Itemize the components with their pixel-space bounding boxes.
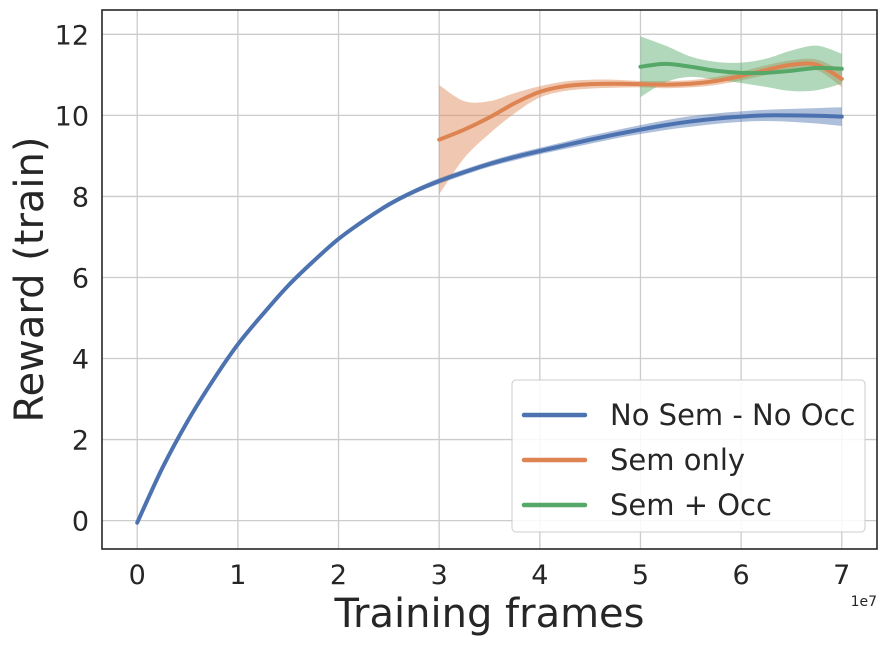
band-sem-occ: [640, 36, 842, 98]
series-lines: [135, 61, 844, 525]
plot-frame: [101, 9, 878, 550]
x-axis-label: Training frames: [334, 591, 645, 637]
legend-box: [511, 379, 866, 533]
x-tick-label: 3: [431, 560, 448, 591]
x-tick-label: 5: [632, 560, 649, 591]
line-sem-only: [437, 61, 844, 142]
line-no-sem-no-occ: [135, 113, 844, 525]
y-tick-labels: 0 2 4 6 8 10 12: [55, 20, 89, 537]
line-sem-occ: [638, 61, 844, 76]
x-tick-labels: 0 1 2 3 4 5 6 7: [129, 560, 851, 591]
x-tick-label: 7: [833, 560, 850, 591]
y-tick-label: 0: [72, 507, 89, 538]
x-tick-label: 6: [733, 560, 750, 591]
y-tick-label: 4: [72, 345, 89, 376]
x-tick-label: 2: [330, 560, 347, 591]
y-tick-label: 10: [55, 101, 89, 132]
legend-label-sem-occ: Sem + Occ: [610, 488, 772, 522]
x-offset-label: 1e7: [851, 594, 877, 610]
y-tick-label: 12: [55, 20, 89, 51]
x-tick-label: 1: [229, 560, 246, 591]
x-tick-label: 4: [531, 560, 548, 591]
y-tick-label: 8: [72, 182, 89, 213]
y-tick-label: 2: [72, 426, 89, 457]
legend-label-sem-only: Sem only: [610, 443, 745, 477]
legend-label-no-sem-no-occ: No Sem - No Occ: [610, 398, 855, 432]
y-tick-label: 6: [72, 263, 89, 294]
legend: No Sem - No Occ Sem only Sem + Occ: [511, 379, 866, 533]
y-axis-label: Reward (train): [7, 137, 53, 423]
x-tick-label: 0: [129, 560, 146, 591]
